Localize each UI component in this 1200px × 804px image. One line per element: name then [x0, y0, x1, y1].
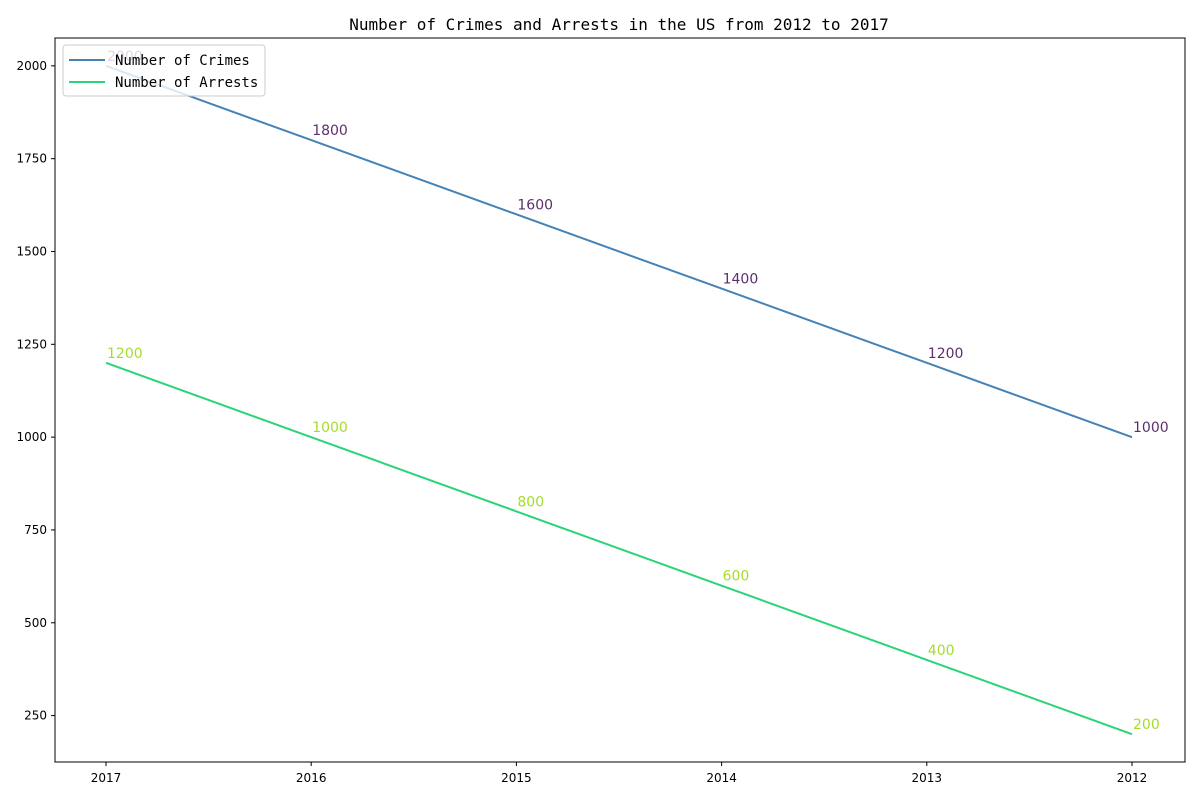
data-label: 400: [928, 643, 955, 659]
x-tick-label: 2014: [706, 771, 737, 785]
data-label: 1000: [1133, 420, 1169, 436]
y-tick-label: 1250: [16, 337, 47, 351]
legend-entry: Number of Arrests: [115, 75, 258, 91]
series-line-arrests: [106, 363, 1132, 734]
data-label: 1800: [312, 123, 348, 139]
chart-title: Number of Crimes and Arrests in the US f…: [349, 15, 888, 34]
data-label: 1600: [517, 197, 553, 213]
legend: Number of Crimes Number of Arrests: [63, 45, 265, 96]
data-label: 1200: [928, 346, 964, 362]
series-layer: [106, 66, 1132, 735]
data-label: 600: [723, 569, 750, 585]
data-label: 1200: [107, 346, 143, 362]
series-line-crimes: [106, 66, 1132, 437]
x-tick-label: 2016: [296, 771, 327, 785]
y-tick-label: 1500: [16, 244, 47, 258]
x-tick-label: 2015: [501, 771, 532, 785]
data-label: 200: [1133, 717, 1160, 733]
x-tick-label: 2013: [912, 771, 943, 785]
plot-area-frame: [55, 38, 1185, 762]
y-tick-label: 1000: [16, 430, 47, 444]
y-tick-label: 250: [24, 709, 47, 723]
x-tick-label: 2012: [1117, 771, 1148, 785]
data-label: 1400: [723, 272, 759, 288]
legend-entry: Number of Crimes: [115, 53, 250, 69]
data-label: 800: [517, 494, 544, 510]
y-tick-label: 500: [24, 616, 47, 630]
x-axis: 2017 2016 2015 2014 2013 2012: [91, 762, 1148, 785]
y-tick-label: 2000: [16, 59, 47, 73]
data-labels-layer: 2000180016001400120010001200100080060040…: [107, 49, 1169, 733]
y-tick-label: 750: [24, 523, 47, 537]
y-axis: 250 500 750 1000 1250 1500 1750 2000: [16, 59, 55, 723]
data-label: 1000: [312, 420, 348, 436]
y-tick-label: 1750: [16, 152, 47, 166]
x-tick-label: 2017: [91, 771, 122, 785]
